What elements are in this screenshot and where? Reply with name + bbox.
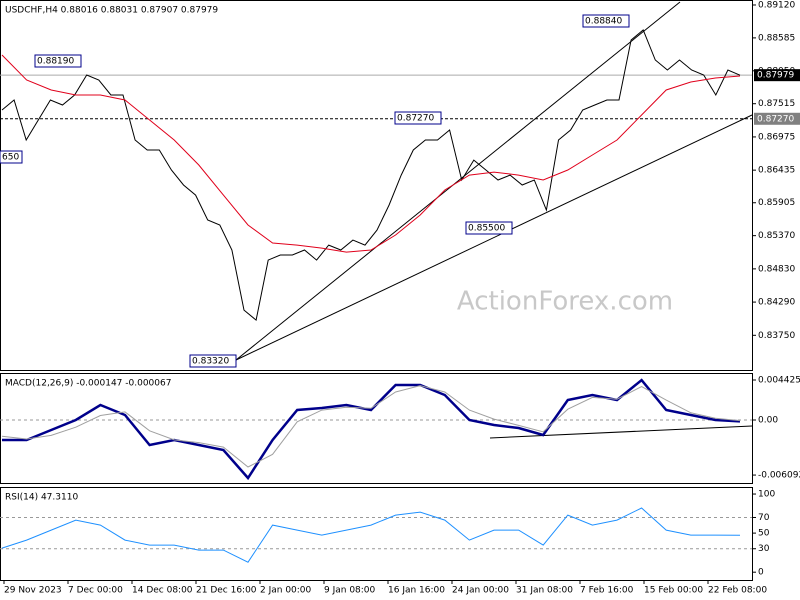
- panel: [0, 373, 753, 484]
- callout: 0.85500: [468, 224, 505, 234]
- series-line: [1, 29, 741, 322]
- x-tick-label: 29 Nov 2023: [4, 586, 62, 596]
- x-tick-label: 24 Jan 00:00: [452, 586, 509, 596]
- series-line: [1, 507, 741, 563]
- panel-title: MACD(12,26,9) -0.000147 -0.000067: [5, 379, 171, 389]
- y-tick-label: 70: [758, 513, 770, 523]
- series-line: [2, 378, 741, 481]
- y-tick-label: 0.85370: [758, 231, 795, 241]
- y-tick-label: 30: [758, 544, 770, 554]
- panel: [0, 0, 753, 371]
- panel: [0, 487, 753, 581]
- channel-line: [235, 114, 753, 361]
- y-tick-label: 0.88585: [758, 33, 795, 43]
- price-label: 0.87979: [757, 71, 794, 81]
- y-tick-label: 0.85905: [758, 198, 795, 208]
- callout: 0.83320: [192, 357, 229, 367]
- x-tick-label: 7 Dec 00:00: [68, 586, 123, 596]
- y-tick-label: 0: [758, 568, 764, 578]
- y-tick-label: 0.84290: [758, 298, 795, 308]
- x-tick-label: 21 Dec 16:00: [196, 586, 257, 596]
- y-tick-label: 50: [758, 529, 770, 539]
- x-tick-label: 15 Feb 00:00: [644, 586, 703, 596]
- watermark: ActionForex.com: [457, 287, 673, 317]
- price-label-box: [754, 112, 800, 125]
- panel-title: USDCHF,H4 0.88016 0.88031 0.87907 0.8797…: [5, 6, 218, 16]
- x-tick-label: 7 Feb 16:00: [580, 586, 634, 596]
- callout: 650: [2, 153, 19, 163]
- callout-box: [0, 150, 23, 164]
- y-tick-label: 0.86975: [758, 132, 795, 142]
- callout-box: [394, 111, 442, 125]
- x-tick-label: 9 Jan 08:00: [324, 586, 376, 596]
- price-label-box: [754, 69, 800, 82]
- y-tick-label: 100: [758, 490, 775, 500]
- channel-line: [235, 1, 681, 361]
- callout-box: [582, 14, 630, 28]
- series-line: [1, 385, 741, 468]
- y-tick-label: 0.00: [758, 416, 778, 426]
- callout-box: [34, 54, 82, 68]
- callout: 0.88840: [585, 17, 622, 27]
- y-tick-label: 0.004425: [758, 376, 800, 386]
- x-tick-label: 31 Jan 08:00: [516, 586, 573, 596]
- y-tick-label: 0.86435: [758, 166, 795, 176]
- callout-box: [465, 221, 513, 235]
- x-tick-label: 14 Dec 08:00: [132, 586, 193, 596]
- price-label: 0.87270: [757, 114, 794, 124]
- callout: 0.87270: [397, 114, 434, 124]
- y-tick-label: 0.83750: [758, 331, 795, 341]
- series-line: [1, 54, 741, 253]
- y-tick-label: -0.006092: [758, 471, 800, 481]
- x-tick-label: 16 Jan 16:00: [388, 586, 445, 596]
- x-tick-label: 22 Feb 08:00: [708, 586, 767, 596]
- trend-line: [489, 425, 753, 439]
- panel-title: RSI(14) 47.3110: [5, 493, 78, 503]
- y-tick-label: 0.89120: [758, 0, 795, 10]
- y-tick-label: 0.84830: [758, 264, 795, 274]
- callout: 0.88190: [37, 57, 74, 67]
- y-tick-label: 0.87515: [758, 99, 795, 109]
- x-tick-label: 2 Jan 00:00: [260, 586, 312, 596]
- callout-box: [189, 354, 237, 368]
